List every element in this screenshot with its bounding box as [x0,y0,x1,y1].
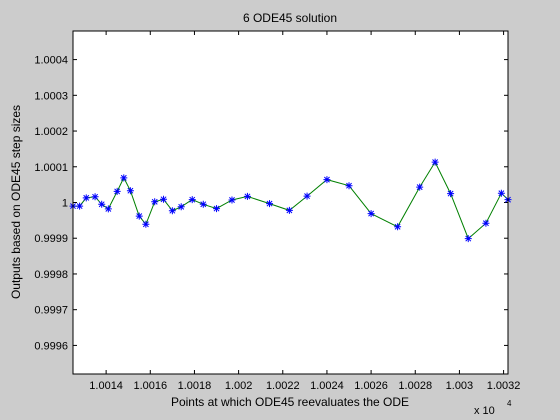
x-tick-label: 1.0028 [398,380,432,392]
data-point-marker [120,174,128,182]
data-point-marker [151,198,159,206]
x-multiplier-label: x 10 [474,405,495,417]
y-tick-label: 0.9998 [34,269,68,281]
series-marker-layer [69,158,512,243]
x-tick-label: 1.0016 [133,380,167,392]
data-point-marker [213,205,221,213]
y-tick-label: 1.0004 [34,55,68,67]
data-point-marker [160,195,168,203]
y-tick-label: 0.9997 [34,305,68,317]
data-point-marker [243,192,251,200]
data-point-marker [266,200,274,208]
series-line [73,161,509,240]
y-tick-label: 1.0003 [34,90,68,102]
data-point-marker [303,192,311,200]
x-tick-label: 1.0026 [354,380,388,392]
x-tick-label: 1.0018 [178,380,212,392]
x-tick-label: 1.0024 [310,380,344,392]
data-point-marker [91,193,99,201]
data-point-marker [367,210,375,218]
data-point-marker [168,207,176,215]
data-point-marker [394,223,402,231]
data-point-marker [345,182,353,190]
data-point-marker [497,189,505,197]
y-tick-label: 1.0002 [34,126,68,138]
y-axis-label: Outputs based on ODE45 step sizes [9,105,23,299]
data-point-marker [464,235,472,243]
x-multiplier-exponent: 4 [507,399,512,408]
data-point-marker [285,206,293,214]
x-tick-label: 1.003 [446,380,474,392]
data-point-marker [447,190,455,198]
data-point-marker [199,200,207,208]
data-point-marker [431,158,439,166]
data-point-marker [188,196,196,204]
y-tick-label: 1 [62,198,68,210]
y-tick-label: 1.0001 [34,162,68,174]
x-tick-labels: 1.0014 1.0016 1.0018 1.002 1.0022 1.0024 1.002… [89,380,520,392]
chart-title: 6 ODE45 solution [243,11,337,25]
y-tick-label: 0.9999 [34,233,68,245]
data-point-marker [177,203,185,211]
x-tick-label: 1.002 [225,380,253,392]
data-point-marker [104,205,112,213]
data-point-marker [113,187,121,195]
data-point-marker [323,176,331,184]
plot-frame [72,30,509,375]
data-point-marker [76,202,84,210]
data-point-marker [142,220,150,228]
y-tick-label: 0.9996 [34,340,68,352]
plot-area [73,31,508,374]
x-tick-label: 1.0032 [487,380,521,392]
axis-ticks [73,31,508,374]
data-point-marker [416,183,424,191]
data-point-marker [126,187,134,195]
series-line-layer [73,161,509,240]
data-point-marker [482,219,490,227]
data-point-marker [228,196,236,204]
x-tick-label: 1.0022 [266,380,300,392]
x-tick-label: 1.0014 [89,380,123,392]
x-axis-label: Points at which ODE45 reevaluates the OD… [171,395,409,409]
data-point-marker [135,212,143,220]
data-point-marker [98,200,106,208]
y-tick-labels: 0.9996 0.9997 0.9998 0.9999 1 1.0001 1.0002 1.0… [34,55,68,353]
data-point-marker [82,194,90,202]
